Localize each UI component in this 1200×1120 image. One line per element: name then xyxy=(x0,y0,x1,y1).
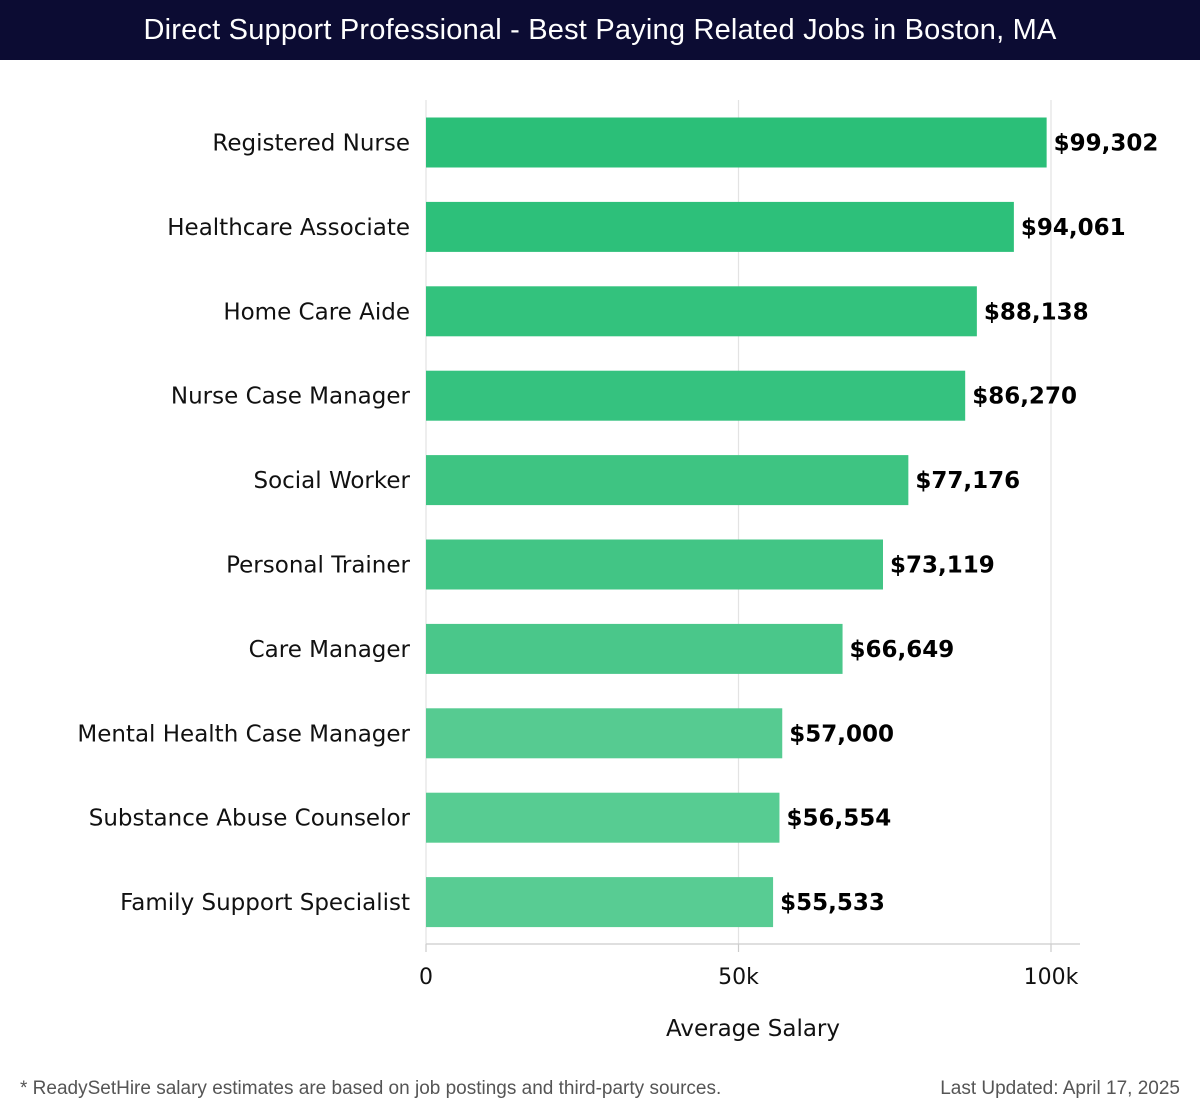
bar-chart: Registered Nurse $99,302 Healthcare Associ… xyxy=(77,100,1158,1042)
x-tick-label: 100k xyxy=(1024,965,1079,990)
category-label: Healthcare Associate xyxy=(167,215,410,241)
footnote: * ReadySetHire salary estimates are base… xyxy=(20,1078,722,1099)
value-label: $57,000 xyxy=(789,721,894,747)
value-label: $99,302 xyxy=(1054,131,1159,157)
value-label: $56,554 xyxy=(786,806,891,832)
category-label: Substance Abuse Counselor xyxy=(89,806,411,832)
category-label: Care Manager xyxy=(249,637,411,663)
bar[interactable] xyxy=(426,623,843,674)
x-tick-label: 0 xyxy=(419,965,433,990)
bar[interactable] xyxy=(426,117,1047,168)
x-axis-title: Average Salary xyxy=(666,1016,840,1042)
axis-layer: 0 50k 100k Average Salary xyxy=(419,943,1080,1042)
category-label: Registered Nurse xyxy=(212,131,410,157)
bar[interactable] xyxy=(426,539,883,590)
bar[interactable] xyxy=(426,877,774,928)
category-label: Mental Health Case Manager xyxy=(77,721,410,747)
value-label: $77,176 xyxy=(915,468,1020,494)
bar[interactable] xyxy=(426,708,783,759)
bar[interactable] xyxy=(426,286,977,337)
bar[interactable] xyxy=(426,792,780,843)
value-label: $86,270 xyxy=(972,384,1077,410)
value-label: $66,649 xyxy=(850,637,955,663)
x-tick-label: 50k xyxy=(718,965,759,990)
value-label: $55,533 xyxy=(780,890,885,916)
category-label: Family Support Specialist xyxy=(120,890,410,916)
bar[interactable] xyxy=(426,370,966,421)
label-layer: Registered Nurse $99,302 Healthcare Associ… xyxy=(77,131,1158,917)
value-label: $73,119 xyxy=(890,553,995,579)
last-updated: Last Updated: April 17, 2025 xyxy=(940,1078,1180,1099)
bar-layer xyxy=(426,117,1047,928)
chart-title: Direct Support Professional - Best Payin… xyxy=(0,0,1200,60)
value-label: $88,138 xyxy=(984,299,1089,325)
category-label: Home Care Aide xyxy=(223,299,410,325)
category-label: Nurse Case Manager xyxy=(171,384,411,410)
category-label: Social Worker xyxy=(253,468,410,494)
category-label: Personal Trainer xyxy=(226,553,410,579)
value-label: $94,061 xyxy=(1021,215,1126,241)
bar[interactable] xyxy=(426,455,909,506)
bar[interactable] xyxy=(426,201,1014,252)
